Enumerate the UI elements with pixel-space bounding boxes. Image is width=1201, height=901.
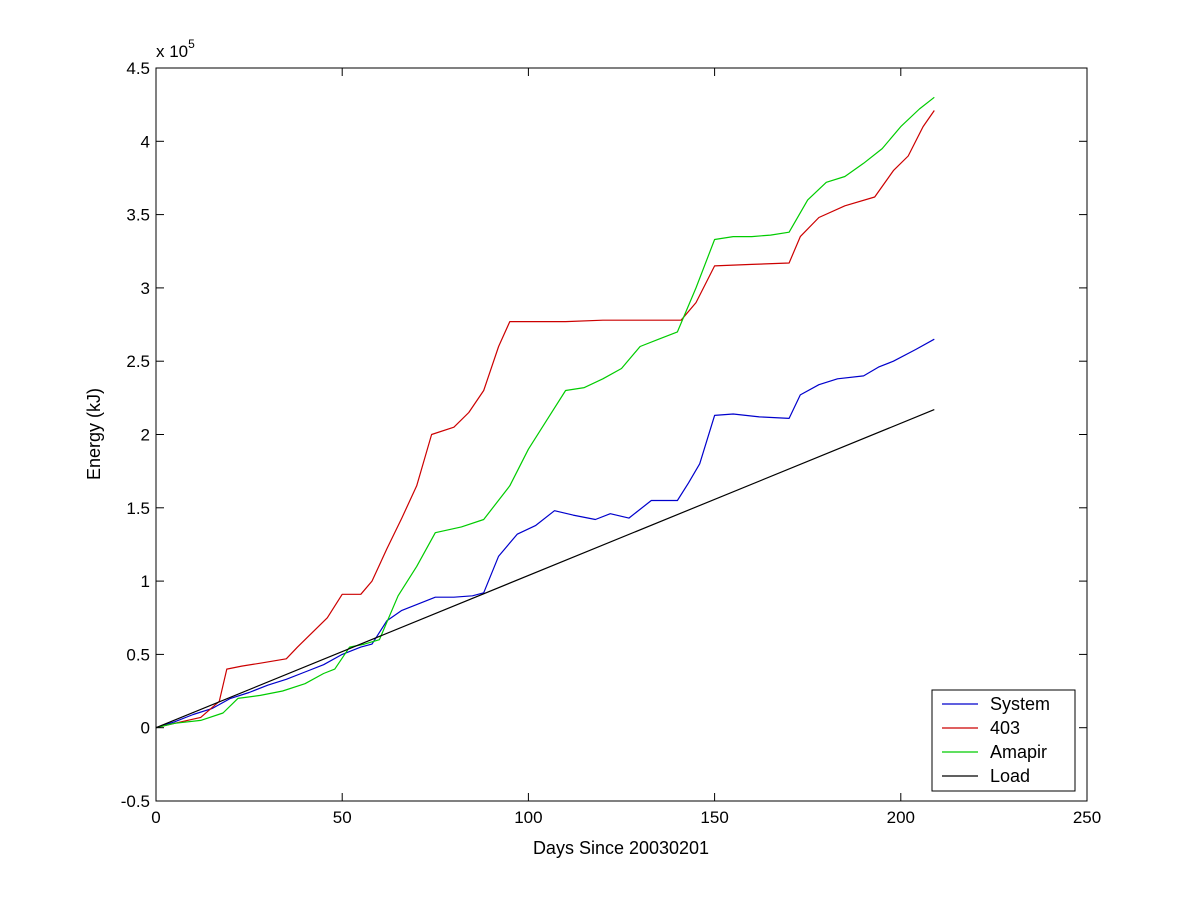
x-tick-label: 150 <box>700 808 728 827</box>
x-tick-label: 200 <box>887 808 915 827</box>
legend-label: Amapir <box>990 742 1047 762</box>
y-tick-label: 4 <box>141 132 150 151</box>
legend-label: 403 <box>990 718 1020 738</box>
y-tick-label: 0.5 <box>126 645 150 664</box>
x-tick-label: 50 <box>333 808 352 827</box>
x-tick-label: 0 <box>151 808 160 827</box>
x-tick-label: 100 <box>514 808 542 827</box>
y-multiplier-label: x 105 <box>156 37 195 61</box>
y-tick-label: -0.5 <box>121 792 150 811</box>
legend-label: System <box>990 694 1050 714</box>
y-multiplier-exponent: 5 <box>188 37 195 51</box>
legend: System 403 Amapir Load <box>931 689 1076 792</box>
y-tick-label: 0 <box>141 719 150 738</box>
legend-box <box>931 689 1076 792</box>
y-tick-label: 2.5 <box>126 352 150 371</box>
x-tick-label: 250 <box>1073 808 1101 827</box>
tick-layer: 0 50 100 150 200 250-0.500.511.522.533.544.5 <box>121 59 1101 827</box>
series-line-403 <box>155 110 935 729</box>
y-tick-label: 4.5 <box>126 59 150 78</box>
series-line-load <box>155 409 935 729</box>
y-tick-label: 1.5 <box>126 499 150 518</box>
y-tick-label: 3.5 <box>126 206 150 225</box>
x-axis-label: Days Since 20030201 <box>533 838 709 858</box>
y-tick-label: 3 <box>141 279 150 298</box>
series-layer <box>155 96 935 729</box>
plot-background <box>156 68 1087 801</box>
series-line-amapir <box>155 96 935 729</box>
y-tick-label: 2 <box>141 426 150 445</box>
legend-label: Load <box>990 766 1030 786</box>
y-tick-label: 1 <box>141 572 150 591</box>
y-axis-label: Energy (kJ) <box>84 388 104 480</box>
series-line-system <box>155 338 935 729</box>
